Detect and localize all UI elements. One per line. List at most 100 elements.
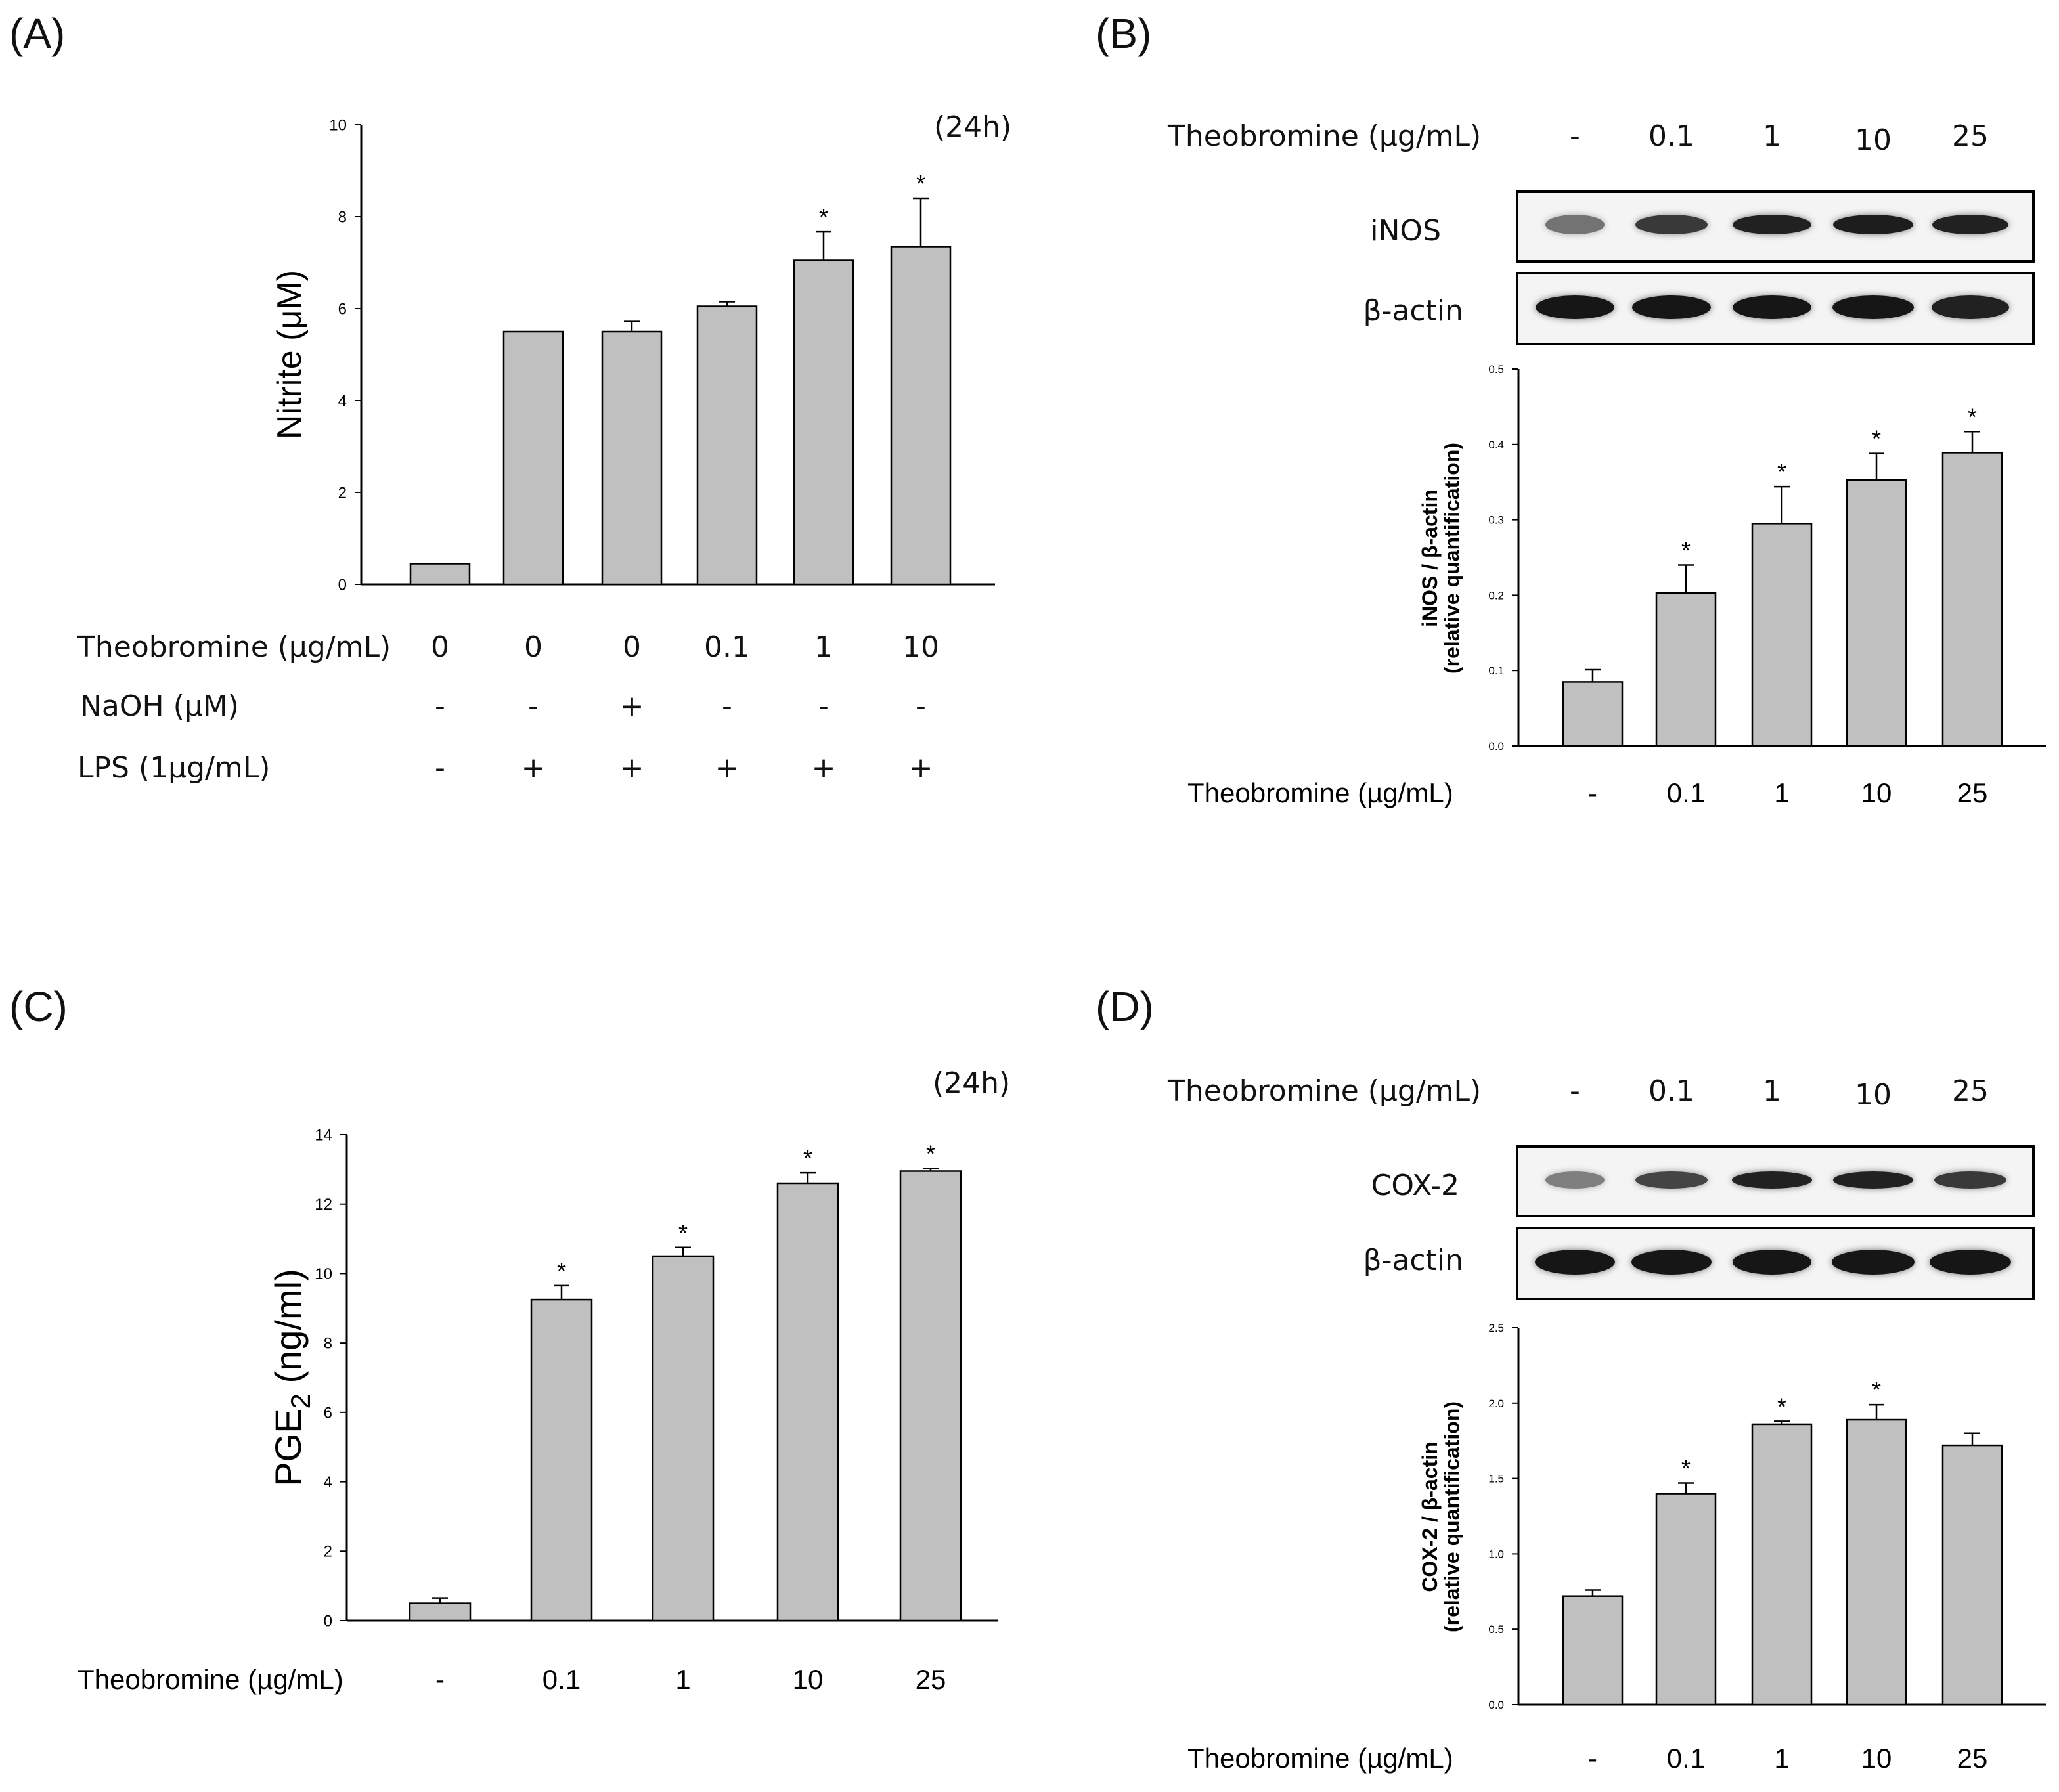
table-cell: - [528,689,539,723]
chart-c-bar [409,1602,472,1622]
chart-c-y-tick-label: 12 [315,1196,332,1213]
band-inos [1545,215,1605,234]
chart-c-y-tick-label: 6 [324,1404,332,1422]
chart-b-y-tick-label: 0.5 [1488,363,1504,376]
chart-d-category-label: 1 [1774,1743,1789,1774]
time-label-a: (24h) [934,110,1012,144]
chart-c-y-tick-label: 2 [324,1543,332,1561]
band-inos [1733,215,1811,234]
band-actin-d [1930,1250,2011,1275]
blot-header-cat-d: 10 [1855,1078,1892,1112]
chart-c-significance-star: * [557,1257,566,1284]
chart-b-category-label: 25 [1957,777,1988,808]
chart-b-x-label: Theobromine (µg/mL) [1187,777,1453,808]
chart-a-significance-star: * [916,170,925,197]
chart-c-significance-star: * [926,1140,935,1167]
blot-header-cat-b: 10 [1855,123,1892,157]
chart-d-y-label-line: (relative quantification) [1440,1401,1464,1632]
chart-c-y-tick-label: 10 [315,1265,332,1283]
chart-b-category-label: 10 [1861,777,1892,808]
chart-d-bar [1655,1493,1717,1706]
chart-b-bar [1846,479,1907,747]
chart-d-y-tick-label: 0.0 [1488,1699,1504,1711]
table-cell: + [619,751,644,785]
chart-b-significance-star: * [1777,458,1786,485]
chart-d-bar [1562,1595,1624,1706]
chart-b-category-label: - [1588,777,1597,808]
chart-a-bar [502,330,564,586]
panel-label-b: (B) [1096,10,1152,57]
chart-d-significance-star: * [1777,1393,1786,1420]
band-cox2 [1545,1171,1605,1189]
chart-c-category-label: 10 [793,1664,824,1695]
band-actin-d [1535,1250,1615,1275]
chart-a-y-label-line: Nitrite (μM) [271,270,309,439]
blot-label-actin-d: β-actin [1363,1244,1463,1277]
chart-a-y-tick-label: 0 [338,576,347,594]
band-inos [1833,215,1913,234]
table-cell: 0.1 [704,630,750,664]
blot-header-cat-d: 0.1 [1649,1074,1694,1108]
table-cell: + [715,751,740,785]
chart-a-bar [890,246,952,586]
blot-header-label-b: Theobromine (µg/mL) [1168,120,1482,153]
chart-d-category-label: 10 [1861,1743,1892,1774]
table-cell: - [435,751,445,785]
blot-header-cat-b: 25 [1952,120,1989,153]
chart-a-y-tick-label: 4 [338,392,347,410]
chart-b-significance-star: * [1968,403,1977,430]
chart-d-category-label: - [1588,1743,1597,1774]
chart-c-x-label: Theobromine (µg/mL) [77,1664,343,1695]
table-cell: 0 [524,630,542,664]
chart-d-category-label: 0.1 [1667,1743,1705,1774]
chart-c-category-label: 1 [675,1664,690,1695]
chart-d-y-tick-label: 0.5 [1488,1623,1504,1636]
table-cell: 0 [623,630,641,664]
chart-c-category-label: 25 [916,1664,946,1695]
chart-c-bar [652,1255,715,1622]
blot-label-inos: iNOS [1370,214,1441,248]
chart-d-bar [1846,1418,1907,1706]
table-cell: + [908,751,933,785]
table-cell: - [916,689,926,723]
chart-a-y-label: Nitrite (μM) [271,270,309,439]
band-cox2 [1635,1171,1708,1189]
chart-b-y-label-line: (relative quantification) [1440,443,1464,674]
table-cell: - [722,689,732,723]
chart-b-y-label: iNOS / β-actin(relative quantification) [1418,443,1464,674]
chart-b-y-tick-label: 0.3 [1488,514,1504,527]
chart-b-significance-star: * [1681,536,1691,563]
table-row-label: NaOH (µM) [80,689,239,723]
chart-a-y-tick-label: 2 [338,484,347,502]
band-actin-b [1536,295,1614,319]
band-inos [1635,215,1708,234]
table-cell: - [435,689,445,723]
blot-label-actin-b: β-actin [1363,294,1463,328]
chart-c-significance-star: * [678,1219,688,1246]
chart-d-y-label: COX-2 / β-actin(relative quantification) [1418,1401,1464,1632]
band-cox2 [1732,1171,1812,1189]
chart-d-significance-star: * [1872,1376,1881,1403]
chart-b-y-label-line: iNOS / β-actin [1418,489,1442,627]
band-cox2 [1934,1171,2006,1189]
chart-d-x-label: Theobromine (µg/mL) [1187,1743,1453,1774]
chart-c-category-label: - [435,1664,445,1695]
chart-a-y-tick-label: 10 [329,116,347,134]
table-row-label: Theobromine (µg/mL) [77,630,391,664]
chart-d-bar [1941,1444,2003,1706]
blot-header-cat-b: - [1570,120,1580,153]
chart-c-y-tick-label: 4 [324,1474,332,1491]
band-actin-b [1733,295,1811,319]
chart-b-bar [1751,523,1813,747]
chart-a-y-tick-label: 8 [338,208,347,226]
chart-c-significance-star: * [803,1145,812,1171]
blot-label-cox2: COX-2 [1371,1169,1459,1202]
chart-d-y-tick-label: 1.0 [1488,1548,1504,1560]
band-actin-b [1932,295,2009,319]
chart-d-y-tick-label: 2.0 [1488,1397,1504,1410]
chart-d-bar [1751,1423,1813,1706]
chart-b-bar [1655,592,1717,747]
chart-c-y-tick-label: 8 [324,1335,332,1353]
chart-d-y-tick-label: 2.5 [1488,1322,1504,1334]
band-actin-b [1632,295,1711,319]
